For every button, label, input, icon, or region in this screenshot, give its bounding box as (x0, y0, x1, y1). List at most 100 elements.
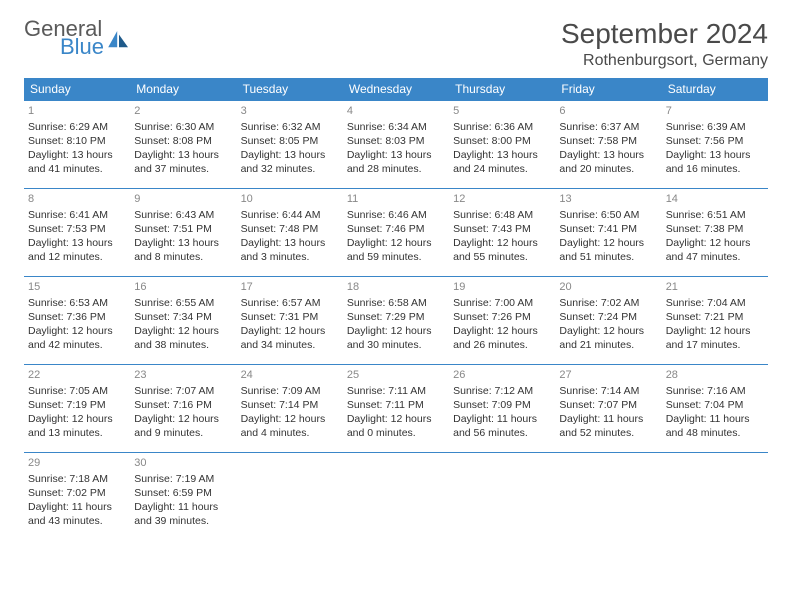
logo: General Blue (24, 18, 130, 58)
sunrise-line: Sunrise: 7:16 AM (666, 384, 764, 398)
daylight-line: Daylight: 13 hours and 8 minutes. (134, 236, 232, 264)
sunset-line: Sunset: 7:46 PM (347, 222, 445, 236)
daylight-line: Daylight: 13 hours and 20 minutes. (559, 148, 657, 176)
daylight-line: Daylight: 13 hours and 24 minutes. (453, 148, 551, 176)
sunset-line: Sunset: 7:16 PM (134, 398, 232, 412)
calendar-day-cell: 25Sunrise: 7:11 AMSunset: 7:11 PMDayligh… (343, 365, 449, 453)
calendar-day-cell: 2Sunrise: 6:30 AMSunset: 8:08 PMDaylight… (130, 101, 236, 189)
sunset-line: Sunset: 7:38 PM (666, 222, 764, 236)
sunset-line: Sunset: 7:24 PM (559, 310, 657, 324)
day-number: 23 (134, 368, 232, 383)
day-number: 29 (28, 456, 126, 471)
calendar-day-cell: 13Sunrise: 6:50 AMSunset: 7:41 PMDayligh… (555, 189, 661, 277)
daylight-line: Daylight: 13 hours and 41 minutes. (28, 148, 126, 176)
calendar-day-cell: 16Sunrise: 6:55 AMSunset: 7:34 PMDayligh… (130, 277, 236, 365)
daylight-line: Daylight: 12 hours and 51 minutes. (559, 236, 657, 264)
calendar-day-cell: 30Sunrise: 7:19 AMSunset: 6:59 PMDayligh… (130, 453, 236, 541)
sunrise-line: Sunrise: 7:12 AM (453, 384, 551, 398)
calendar-week-row: 22Sunrise: 7:05 AMSunset: 7:19 PM Dayligh… (24, 365, 768, 453)
calendar-week-row: 8Sunrise: 6:41 AMSunset: 7:53 PMDaylight… (24, 189, 768, 277)
sunset-line: Sunset: 7:56 PM (666, 134, 764, 148)
calendar-day-cell: 10Sunrise: 6:44 AMSunset: 7:48 PMDayligh… (237, 189, 343, 277)
sunrise-line: Sunrise: 7:09 AM (241, 384, 339, 398)
day-number: 9 (134, 192, 232, 207)
calendar-day-cell: 20Sunrise: 7:02 AMSunset: 7:24 PMDayligh… (555, 277, 661, 365)
sunrise-line: Sunrise: 7:00 AM (453, 296, 551, 310)
day-number: 21 (666, 280, 764, 295)
calendar-empty-cell (237, 453, 343, 541)
calendar-day-cell: 21Sunrise: 7:04 AMSunset: 7:21 PMDayligh… (662, 277, 768, 365)
day-number: 3 (241, 104, 339, 119)
sunset-line: Sunset: 7:19 PM (28, 398, 126, 412)
sunset-line: Sunset: 7:26 PM (453, 310, 551, 324)
calendar-day-cell: 4Sunrise: 6:34 AMSunset: 8:03 PMDaylight… (343, 101, 449, 189)
daylight-line: Daylight: 12 hours and 26 minutes. (453, 324, 551, 352)
daylight-line: Daylight: 13 hours and 16 minutes. (666, 148, 764, 176)
sunrise-line: Sunrise: 7:18 AM (28, 472, 126, 486)
calendar-day-cell: 9Sunrise: 6:43 AMSunset: 7:51 PMDaylight… (130, 189, 236, 277)
day-number: 22 (28, 368, 126, 383)
sunrise-line: Sunrise: 7:19 AM (134, 472, 232, 486)
sunset-line: Sunset: 7:36 PM (28, 310, 126, 324)
sunset-line: Sunset: 7:21 PM (666, 310, 764, 324)
daylight-line: Daylight: 11 hours and 39 minutes. (134, 500, 232, 528)
sunset-line: Sunset: 8:03 PM (347, 134, 445, 148)
sunrise-line: Sunrise: 7:07 AM (134, 384, 232, 398)
weekday-header: Friday (555, 78, 661, 101)
sunset-line: Sunset: 7:02 PM (28, 486, 126, 500)
calendar-day-cell: 15Sunrise: 6:53 AMSunset: 7:36 PMDayligh… (24, 277, 130, 365)
sunrise-line: Sunrise: 7:02 AM (559, 296, 657, 310)
daylight-line: Daylight: 12 hours and 21 minutes. (559, 324, 657, 352)
calendar-empty-cell (662, 453, 768, 541)
daylight-line: Daylight: 13 hours and 28 minutes. (347, 148, 445, 176)
weekday-header: Thursday (449, 78, 555, 101)
calendar-day-cell: 18Sunrise: 6:58 AMSunset: 7:29 PMDayligh… (343, 277, 449, 365)
sunset-line: Sunset: 7:11 PM (347, 398, 445, 412)
daylight-line: Daylight: 12 hours and 42 minutes. (28, 324, 126, 352)
location-label: Rothenburgsort, Germany (561, 52, 768, 70)
daylight-line: Daylight: 12 hours and 0 minutes. (347, 412, 445, 440)
sunrise-line: Sunrise: 6:34 AM (347, 120, 445, 134)
day-number: 12 (453, 192, 551, 207)
sunset-line: Sunset: 7:09 PM (453, 398, 551, 412)
day-number: 17 (241, 280, 339, 295)
daylight-line: Daylight: 13 hours and 3 minutes. (241, 236, 339, 264)
sunrise-line: Sunrise: 6:58 AM (347, 296, 445, 310)
daylight-line: Daylight: 13 hours and 12 minutes. (28, 236, 126, 264)
sunrise-line: Sunrise: 7:04 AM (666, 296, 764, 310)
logo-text-wrapper: General Blue (24, 18, 104, 58)
calendar-day-cell: 17Sunrise: 6:57 AMSunset: 7:31 PMDayligh… (237, 277, 343, 365)
calendar-day-cell: 11Sunrise: 6:46 AMSunset: 7:46 PMDayligh… (343, 189, 449, 277)
daylight-line: Daylight: 11 hours and 52 minutes. (559, 412, 657, 440)
day-number: 15 (28, 280, 126, 295)
calendar-day-cell: 14Sunrise: 6:51 AMSunset: 7:38 PMDayligh… (662, 189, 768, 277)
weekday-header: Sunday (24, 78, 130, 101)
weekday-header: Saturday (662, 78, 768, 101)
sunset-line: Sunset: 7:41 PM (559, 222, 657, 236)
day-number: 4 (347, 104, 445, 119)
calendar-week-row: 15Sunrise: 6:53 AMSunset: 7:36 PMDayligh… (24, 277, 768, 365)
sunset-line: Sunset: 7:04 PM (666, 398, 764, 412)
calendar-day-cell: 19Sunrise: 7:00 AMSunset: 7:26 PMDayligh… (449, 277, 555, 365)
sunrise-line: Sunrise: 7:05 AM (28, 384, 126, 398)
calendar-empty-cell (343, 453, 449, 541)
calendar-day-cell: 5Sunrise: 6:36 AMSunset: 8:00 PMDaylight… (449, 101, 555, 189)
day-number: 24 (241, 368, 339, 383)
day-number: 6 (559, 104, 657, 119)
sunrise-line: Sunrise: 6:44 AM (241, 208, 339, 222)
sunrise-line: Sunrise: 6:30 AM (134, 120, 232, 134)
calendar-week-row: 1Sunrise: 6:29 AMSunset: 8:10 PMDaylight… (24, 101, 768, 189)
sunset-line: Sunset: 7:48 PM (241, 222, 339, 236)
day-number: 25 (347, 368, 445, 383)
sunset-line: Sunset: 7:34 PM (134, 310, 232, 324)
daylight-line: Daylight: 12 hours and 4 minutes. (241, 412, 339, 440)
calendar-empty-cell (449, 453, 555, 541)
calendar-day-cell: 27Sunrise: 7:14 AMSunset: 7:07 PMDayligh… (555, 365, 661, 453)
sunset-line: Sunset: 7:29 PM (347, 310, 445, 324)
daylight-line: Daylight: 12 hours and 9 minutes. (134, 412, 232, 440)
day-number: 16 (134, 280, 232, 295)
day-number: 2 (134, 104, 232, 119)
sunrise-line: Sunrise: 6:29 AM (28, 120, 126, 134)
day-number: 5 (453, 104, 551, 119)
day-number: 7 (666, 104, 764, 119)
